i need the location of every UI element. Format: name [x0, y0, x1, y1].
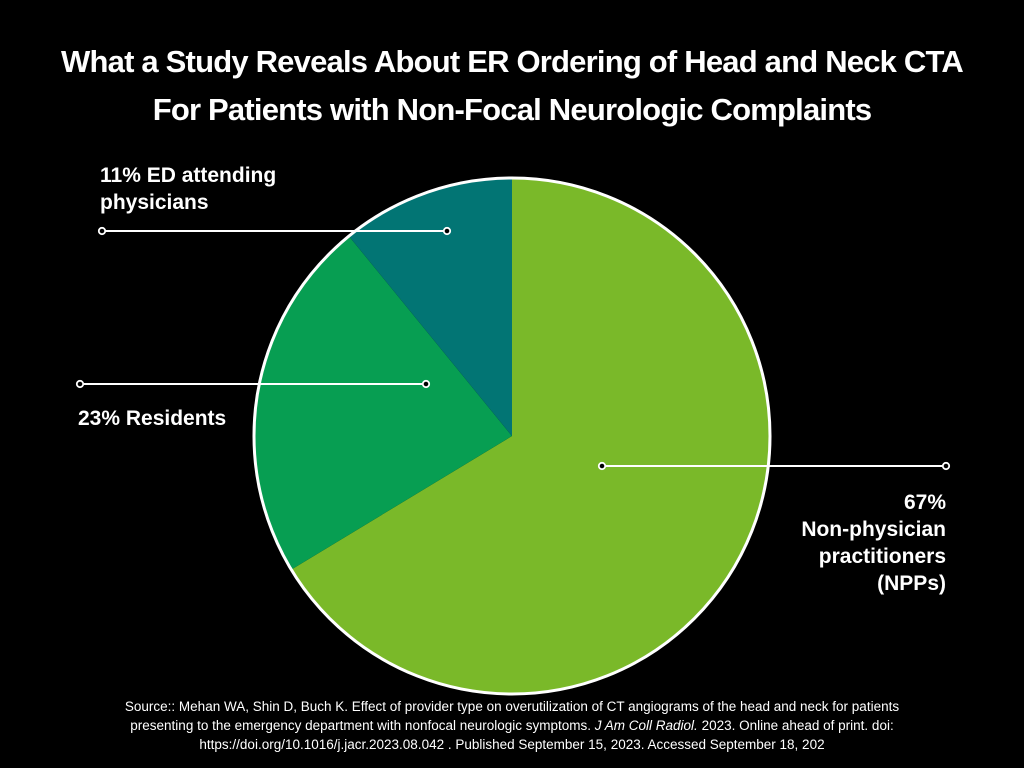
pie-slice-residents — [253, 236, 513, 570]
slice-label-residents-line-1: 23% Residents — [78, 407, 227, 430]
slice-label-npp: 67% Non-physician practitioners (NPPs) — [740, 489, 946, 597]
title-line-1: What a Study Reveals About ER Ordering o… — [61, 44, 964, 79]
source-journal: J Am Coll Radiol. — [594, 718, 698, 733]
pie-slice-non-physician-practitioners-npps — [291, 178, 770, 694]
leader-line-npp-endpoint-2 — [941, 461, 951, 471]
slice-label-npp-line-3: practitioners — [818, 545, 946, 568]
slice-label-npp-line-1: 67% — [903, 491, 946, 514]
slice-label-npp-line-2: Non-physician — [801, 518, 946, 541]
slice-label-npp-line-4: (NPPs) — [877, 572, 946, 595]
leader-line-residents-endpoint-1 — [75, 379, 85, 389]
source-line-1: Source:: Mehan WA, Shin D, Buch K. Effec… — [124, 699, 900, 714]
leader-line-ed-endpoint-2 — [442, 226, 452, 236]
source-line-2-post: 2023. Online ahead of print. doi: — [697, 718, 894, 733]
leader-lines — [75, 226, 951, 471]
page-title: What a Study Reveals About ER Ordering o… — [0, 38, 1024, 134]
leader-line-ed-endpoint-1 — [97, 226, 107, 236]
slice-label-ed-line-2: physicians — [100, 191, 209, 214]
source-line-2: presenting to the emergency department w… — [0, 716, 1024, 735]
leader-line-residents-endpoint-2 — [421, 379, 431, 389]
source-line-3: https://doi.org/10.1016/j.jacr.2023.08.0… — [199, 737, 825, 752]
pie-slice-ed-attending-physicians — [348, 178, 512, 436]
slice-label-residents: 23% Residents — [78, 405, 226, 432]
pie-outline — [252, 176, 772, 696]
slice-label-ed-line-1: 11% ED attending — [100, 164, 277, 187]
pie-slices — [252, 176, 772, 696]
slice-label-ed-attending: 11% ED attending physicians — [100, 162, 276, 216]
leader-line-npp-endpoint-1 — [597, 461, 607, 471]
source-citation: Source:: Mehan WA, Shin D, Buch K. Effec… — [0, 697, 1024, 754]
source-line-2-pre: presenting to the emergency department w… — [130, 718, 595, 733]
title-line-2: For Patients with Non-Focal Neurologic C… — [152, 92, 872, 127]
